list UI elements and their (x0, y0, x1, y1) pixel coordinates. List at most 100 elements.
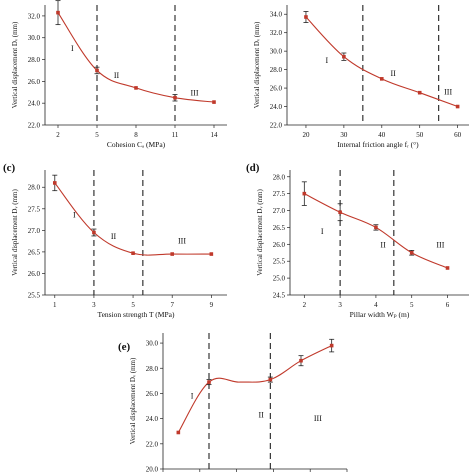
y-tick-label: 28.0 (28, 56, 41, 64)
stage-label: I (71, 44, 74, 53)
data-point (299, 358, 303, 363)
panel-d: 24.5 25.0 25.5 26.0 26.5 27.0 27.5 28.0 2 3 4 5 6 Pil… (246, 162, 469, 319)
y-tick-label: 22.0 (146, 440, 159, 448)
data-point (304, 15, 308, 19)
stage-label: II (111, 232, 117, 241)
y-tick-label: 30.0 (270, 48, 283, 56)
y-tick-label: 30.0 (146, 340, 159, 348)
x-tick-label: 14 (211, 131, 219, 139)
data-point (445, 266, 450, 270)
data-point (134, 86, 138, 90)
stage-label: III (314, 414, 322, 423)
y-tick-label: 26.5 (28, 248, 41, 256)
data-point (417, 90, 422, 95)
x-tick-label: 1 (53, 301, 57, 309)
y-tick-label: 24.0 (270, 103, 283, 111)
x-tick-label: 20 (302, 131, 310, 139)
y-tick-label: 24.0 (28, 100, 41, 108)
y-tick-label: 25.5 (28, 292, 41, 300)
data-point (170, 252, 175, 256)
x-tick-label: 5 (95, 131, 99, 139)
y-axis-label: Vertical displacement Dᵥ (mm) (11, 189, 19, 276)
y-tick-label: 24.5 (273, 292, 286, 300)
data-point (56, 10, 60, 15)
y-tick-label: 26.0 (273, 241, 286, 249)
data-point (212, 100, 216, 104)
series-line (305, 16, 458, 108)
panel-c: 25.5 26.0 26.5 27.0 27.5 28.0 1 3 5 7 9 Tension str… (3, 162, 227, 319)
x-axis-label: Internal friction angle fᵣ (°) (337, 140, 419, 149)
y-tick-label: 26.0 (28, 78, 41, 86)
stage-label: III (436, 241, 444, 250)
data-point (209, 252, 214, 256)
stage-label: III (178, 236, 186, 245)
stage-label: II (380, 241, 386, 250)
y-tick-label: 32.0 (270, 29, 283, 37)
stage-label: I (73, 210, 76, 219)
y-tick-label: 22.0 (270, 122, 283, 130)
y-tick-label: 27.0 (28, 227, 41, 235)
y-tick-label: 28.0 (28, 184, 41, 192)
y-axis-label: Vertical displacement Dᵥ (mm) (11, 21, 19, 108)
x-tick-label: 2 (56, 131, 60, 139)
x-tick-label: 30 (340, 131, 348, 139)
series-line (177, 345, 332, 433)
stage-label: III (444, 88, 452, 97)
series-line (304, 193, 448, 269)
x-tick-label: 5 (410, 301, 414, 309)
y-tick-label: 26.0 (28, 270, 41, 278)
y-tick-label: 20.0 (146, 466, 159, 474)
data-point (207, 380, 211, 384)
y-axis-label: Vertical displacement Dᵥ (mm) (129, 357, 137, 444)
data-point (409, 250, 414, 255)
stage-label: I (325, 56, 328, 65)
y-tick-label: 22.0 (28, 122, 41, 130)
data-point (374, 225, 378, 230)
y-tick-label: 28.0 (146, 365, 159, 373)
panel-e: 20.0 22.0 24.0 26.0 28.0 30.0 Vertical displac… (118, 333, 348, 474)
panel-tag: (d) (246, 162, 260, 174)
stage-label: II (258, 410, 264, 419)
y-tick-label: 34.0 (270, 11, 283, 19)
x-tick-label: 5 (131, 301, 135, 309)
y-tick-label: 27.5 (28, 205, 41, 213)
y-tick-label: 26.0 (146, 390, 159, 398)
y-tick-label: 28.0 (273, 173, 286, 181)
x-tick-label: 2 (303, 301, 307, 309)
data-point (379, 77, 384, 81)
x-tick-label: 50 (416, 131, 424, 139)
panel-tag: (c) (3, 162, 16, 174)
stage-label: I (191, 391, 194, 400)
x-tick-label: 3 (92, 301, 96, 309)
y-tick-label: 24.0 (146, 415, 159, 423)
data-point (329, 343, 334, 348)
y-tick-label: 25.5 (273, 258, 286, 266)
panel-a: 22.0 24.0 26.0 28.0 30.0 32.0 2 5 8 11 14 Cohesion … (11, 0, 227, 149)
data-point (52, 181, 57, 185)
data-point (455, 104, 460, 109)
panel-b: 22.0 24.0 26.0 28.0 30.0 32.0 34.0 20 30 40 50 60 In… (253, 5, 469, 149)
y-axis-label: Vertical displacement Dᵥ (mm) (253, 21, 261, 108)
y-axis-label: Vertical displacement Dᵥ (mm) (256, 189, 264, 276)
x-tick-label: 7 (170, 301, 174, 309)
data-point (302, 191, 307, 196)
x-tick-label: 60 (454, 131, 462, 139)
y-tick-label: 25.0 (273, 275, 286, 283)
series-line (54, 182, 212, 256)
x-axis-label: Cohesion Cₐ (MPa) (107, 140, 166, 149)
data-point (338, 210, 342, 215)
x-axis-label: Tension strength T (MPa) (98, 310, 175, 319)
y-tick-label: 30.0 (28, 34, 41, 42)
x-tick-label: 40 (378, 131, 386, 139)
x-tick-label: 8 (134, 131, 138, 139)
data-point (268, 377, 273, 382)
y-tick-label: 26.5 (273, 224, 286, 232)
y-tick-label: 32.0 (28, 12, 41, 20)
stage-label: III (191, 89, 199, 98)
stage-label: II (114, 71, 120, 80)
y-tick-label: 28.0 (270, 66, 283, 74)
stage-label: II (391, 69, 397, 78)
x-tick-label: 11 (172, 131, 179, 139)
y-tick-label: 27.5 (273, 190, 286, 198)
